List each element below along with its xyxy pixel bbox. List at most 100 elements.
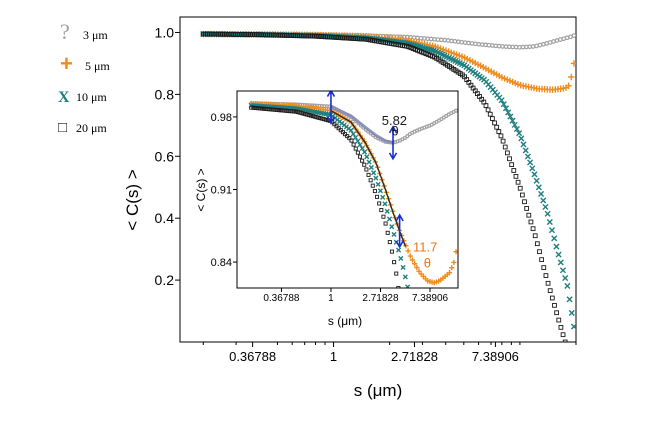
data-point — [554, 310, 559, 316]
x-tick-label: 7.38906 — [472, 349, 519, 364]
data-point — [509, 162, 515, 167]
inset-data-point — [370, 183, 375, 188]
inset-data-point — [355, 138, 361, 144]
inset-arrow-marker — [388, 125, 398, 161]
inset-data-point — [398, 255, 404, 262]
inset-data-point — [391, 231, 397, 238]
data-point — [515, 179, 521, 185]
inset-y-tick-label: 0.98 — [211, 112, 232, 124]
inset-x-tick-label: 0.36788 — [263, 293, 300, 304]
legend-label-3um: 3 μm — [83, 28, 108, 42]
inset-data-point — [364, 167, 369, 172]
data-point — [555, 251, 562, 258]
inset-data-point — [296, 110, 301, 115]
legend-marker-20um: □ — [58, 119, 67, 136]
inset-x-tick-label: 2.71828 — [362, 293, 399, 304]
data-point — [483, 103, 489, 108]
data-point — [542, 203, 549, 211]
data-point — [539, 257, 545, 263]
inset-data-point — [405, 248, 411, 254]
inset-data-point — [304, 112, 309, 117]
inset-data-point — [407, 253, 413, 259]
inset-data-point — [264, 106, 269, 111]
data-point — [485, 107, 491, 113]
data-point — [496, 129, 502, 134]
inset-data-point — [272, 107, 277, 112]
data-point — [490, 116, 495, 121]
legend-marker-3um: ? — [60, 19, 70, 44]
data-point — [507, 156, 512, 162]
inset-data-point — [366, 172, 371, 177]
data-point — [517, 185, 523, 191]
inset-data-point — [384, 208, 390, 214]
inset-data-point — [308, 113, 313, 118]
inset-data-point — [402, 135, 407, 141]
inset-data-point — [294, 109, 299, 114]
data-point — [553, 243, 560, 250]
inset-data-point — [379, 208, 384, 213]
inset-data-point — [268, 107, 273, 112]
data-point — [560, 332, 566, 338]
inset-data-point — [375, 181, 381, 187]
inset-fit-curve — [330, 105, 395, 145]
inset-data-point — [364, 154, 370, 160]
inset-data-point — [416, 268, 422, 274]
inset-annotation: 11.7 — [413, 240, 437, 255]
inset-data-point — [302, 111, 307, 116]
legend-label-10um: 10 μm — [76, 90, 107, 104]
inset-data-point — [368, 164, 374, 170]
inset-data-point — [454, 108, 458, 113]
y-tick-label: 0.4 — [155, 210, 175, 226]
data-point — [540, 197, 547, 204]
inset-data-point — [371, 170, 377, 176]
data-point — [545, 280, 551, 286]
data-point — [513, 174, 519, 179]
data-point — [546, 218, 553, 226]
data-point — [487, 111, 493, 117]
series-20m-um — [200, 31, 568, 342]
inset-data-marks — [248, 91, 458, 288]
inset-data-point — [451, 259, 457, 266]
inset-data-point — [262, 106, 267, 111]
inset-data-point — [281, 108, 286, 113]
inset-data-point — [446, 270, 453, 276]
inset-data-point — [259, 106, 264, 111]
inset-data-point — [366, 159, 372, 165]
y-tick-label: 0.6 — [155, 148, 175, 164]
data-point — [558, 325, 564, 330]
data-point — [519, 192, 525, 198]
legend-label-20um: 20 μm — [76, 121, 107, 135]
inset-data-point — [306, 113, 311, 118]
inset-data-point — [251, 105, 256, 110]
inset-data-point — [291, 109, 296, 114]
data-point — [547, 288, 553, 294]
data-point — [498, 97, 505, 104]
y-axis-label: < C(s) > — [123, 169, 142, 230]
data-point — [537, 190, 545, 197]
inset-data-point — [380, 194, 386, 200]
inset-data-point — [405, 134, 410, 139]
legend-label-5um: 5 μm — [85, 59, 110, 73]
legend: ? 3 μm + 5 μm X 10 μm □ 20 μm — [58, 19, 110, 136]
x-tick-label: 2.71828 — [391, 349, 438, 364]
inset-data-point — [257, 106, 262, 111]
main-data-marks — [200, 30, 576, 342]
inset-x-tick-label: 7.38906 — [412, 293, 449, 304]
inset-data-point — [394, 271, 399, 276]
data-point — [565, 82, 572, 90]
data-point — [507, 113, 514, 120]
x-axis-label: s (μm) — [354, 381, 403, 400]
inset-annotation: θ — [391, 124, 398, 139]
data-point — [548, 227, 556, 234]
data-point — [494, 124, 500, 130]
inset-axes: 0.36788 1 2.71828 7.38906 0.84 0.91 0.98 — [211, 112, 449, 304]
inset-data-point — [287, 109, 292, 114]
inset-series-20m-um — [249, 105, 401, 288]
inset-data-point — [350, 131, 356, 137]
inset-data-point — [377, 201, 382, 206]
data-point — [513, 125, 520, 133]
inset-data-point — [321, 117, 326, 122]
main-axes: 0.36788 1 2.71828 7.38906 0.2 0.4 0.6 0.8 1.0 — [155, 24, 577, 364]
data-point — [502, 105, 510, 112]
